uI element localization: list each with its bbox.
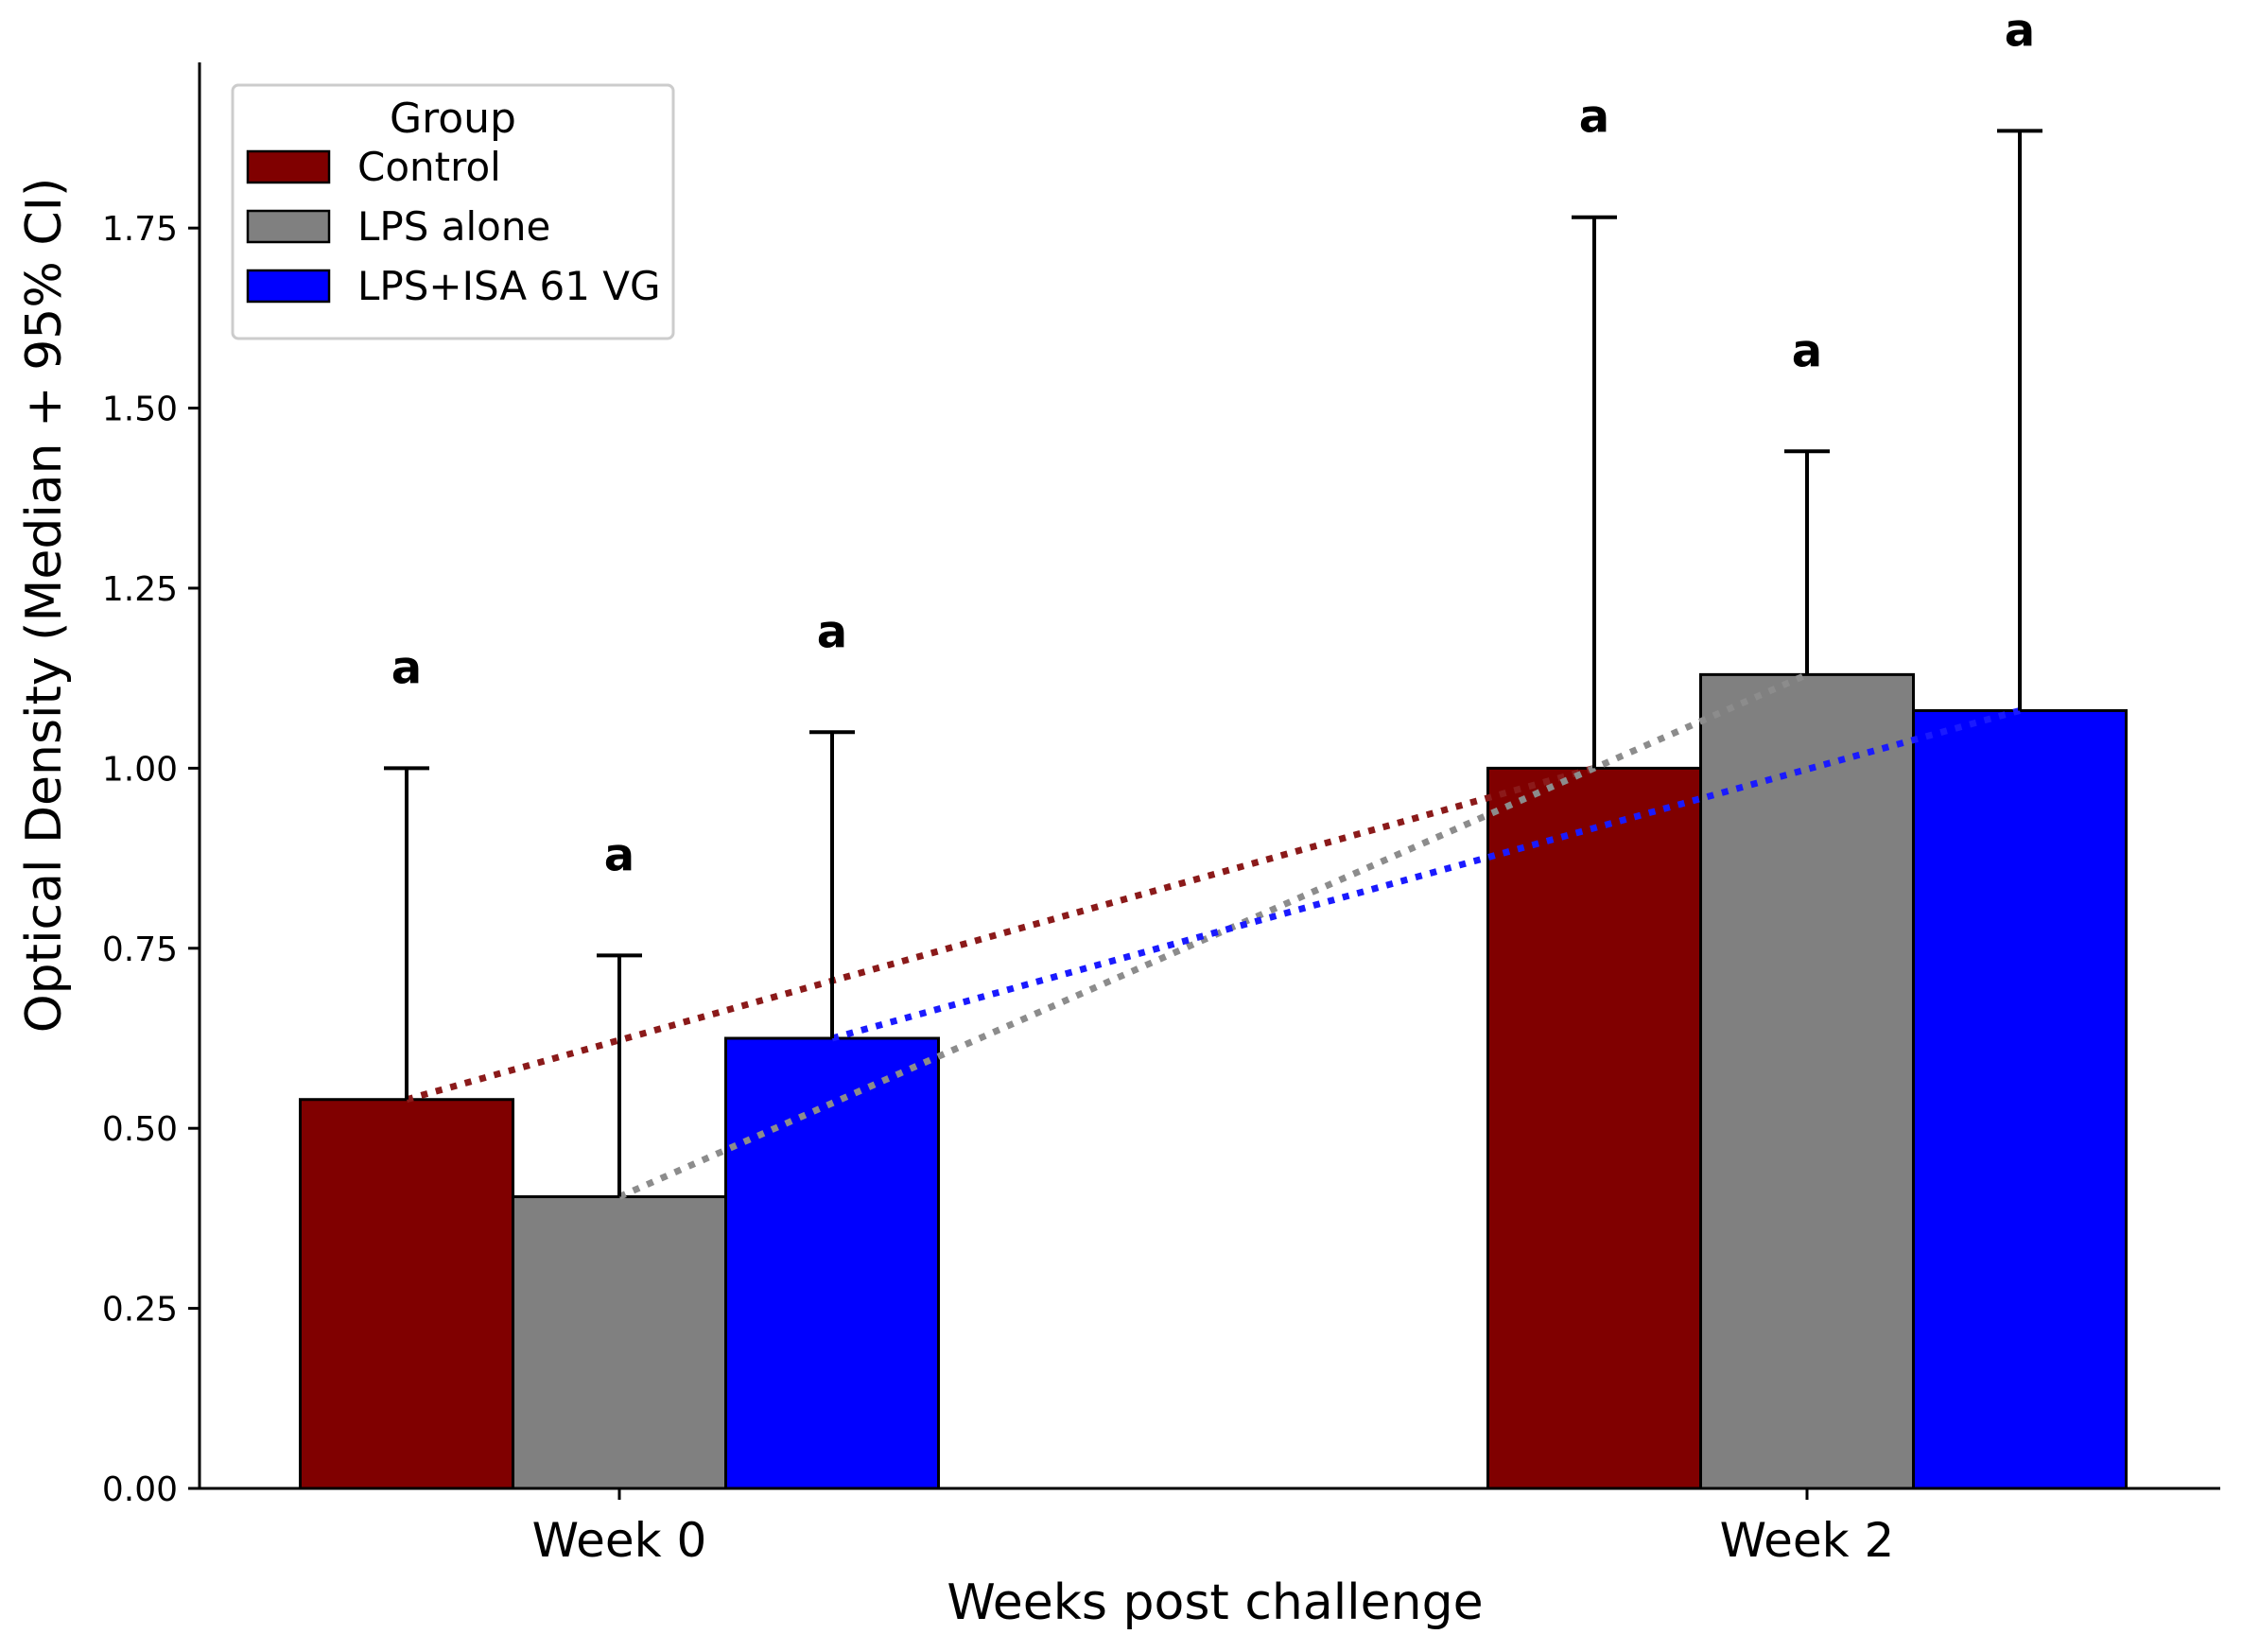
y-tick-label: 1.25 <box>102 570 178 609</box>
x-axis-title: Weeks post challenge <box>947 1574 1483 1631</box>
x-tick-label: Week 2 <box>1720 1513 1895 1568</box>
y-tick-label: 1.75 <box>102 210 178 249</box>
x-tick-label: Week 0 <box>532 1513 707 1568</box>
significance-labels: a a a a a a <box>391 4 2035 881</box>
y-tick-label: 0.00 <box>102 1470 178 1509</box>
legend: Group Control LPS alone LPS+ISA 61 VG <box>231 83 675 340</box>
legend-items: Control LPS alone LPS+ISA 61 VG <box>246 144 661 309</box>
significance-label: a <box>604 828 634 881</box>
legend-frame <box>231 83 675 340</box>
bars <box>299 672 2128 1490</box>
significance-label: a <box>1579 91 1609 144</box>
trend-lines <box>406 671 2021 1200</box>
y-tick-label: 0.50 <box>102 1110 178 1149</box>
y-tick-label: 0.25 <box>102 1291 178 1330</box>
bar-lps-alone-week-0 <box>512 1195 727 1490</box>
bar-lps-alone-week-2 <box>1699 672 1915 1490</box>
bar-lps-isa-61-vg-week-0 <box>724 1036 940 1490</box>
x-axis-categories: Week 0 Week 2 <box>532 1488 1895 1568</box>
significance-label: a <box>1792 324 1822 377</box>
y-tick-label: 1.00 <box>102 750 178 789</box>
y-axis-ticks: 0.00 0.25 0.50 0.75 1.00 1.25 1.50 1.75 <box>102 210 200 1509</box>
significance-label: a <box>2005 4 2035 57</box>
bar-control-week-0 <box>299 1098 514 1490</box>
y-tick-label: 0.75 <box>102 930 178 969</box>
y-axis-title: Optical Density (Median + 95% CI) <box>16 178 73 1034</box>
legend-swatch <box>246 149 331 184</box>
bar-control-week-2 <box>1486 766 1702 1490</box>
trend-line-lps-alone <box>617 671 1809 1200</box>
trend-line-control <box>406 765 1595 1104</box>
legend-label: LPS+ISA 61 VG <box>357 263 661 309</box>
legend-title: Group <box>390 95 516 143</box>
significance-label: a <box>391 641 422 694</box>
error-bars <box>384 129 2042 1197</box>
y-tick-label: 1.50 <box>102 391 178 429</box>
legend-label: LPS alone <box>357 203 550 250</box>
legend-label: Control <box>357 144 501 190</box>
significance-label: a <box>817 605 847 658</box>
legend-swatch <box>246 269 331 304</box>
bar-lps-isa-61-vg-week-2 <box>1912 708 2128 1490</box>
legend-swatch <box>246 209 331 244</box>
